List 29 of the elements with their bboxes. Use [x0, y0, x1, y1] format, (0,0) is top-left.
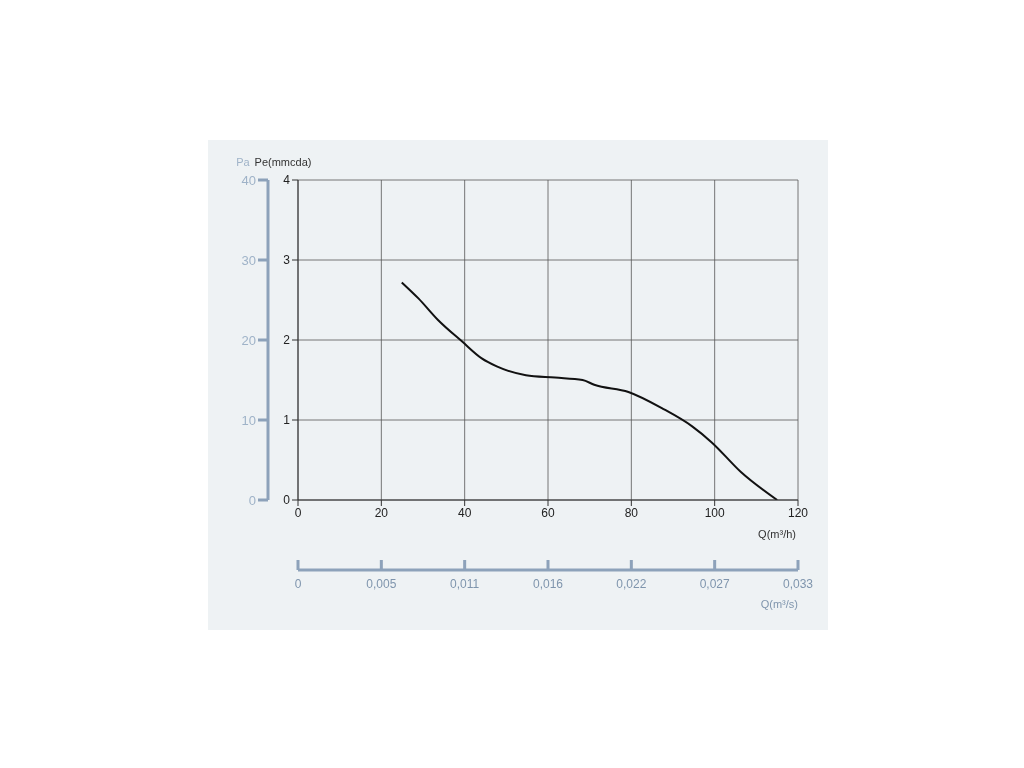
y-tick-label: 3 — [283, 253, 291, 268]
x2-tick-label: 0,005 — [366, 577, 397, 591]
x-tick-label: 60 — [541, 505, 555, 520]
x2-tick-label: 0,033 — [782, 577, 814, 591]
y2-tick-label: 40 — [241, 172, 256, 188]
x-tick-label: 0 — [294, 505, 302, 520]
x-tick-label: 100 — [704, 505, 725, 520]
y-tick-label: 0 — [283, 493, 291, 508]
x-axis-title: Q(m³/h) — [758, 528, 796, 540]
line-series — [400, 281, 779, 500]
y2-axis-title: Pa — [236, 156, 251, 168]
x-tick-label: 120 — [787, 505, 809, 520]
y2-tick-label: 30 — [241, 252, 256, 268]
y-axis-title: Pe(mmcda) — [254, 156, 312, 168]
x2-tick-label: 0 — [294, 577, 302, 591]
x2-tick-label: 0,011 — [450, 577, 480, 591]
y2-tick-label: 10 — [241, 412, 256, 428]
x-tick-label: 20 — [374, 505, 389, 520]
y2-tick-label: 20 — [241, 332, 256, 348]
y-tick-label: 1 — [283, 413, 291, 428]
y2-tick-label: 0 — [248, 492, 256, 508]
x2-tick-label: 0,027 — [699, 577, 731, 591]
y-tick-label: 2 — [283, 333, 291, 348]
y-tick-label: 4 — [283, 173, 291, 188]
x2-tick-label: 0,016 — [532, 577, 564, 591]
x2-tick-label: 0,022 — [616, 577, 647, 591]
x2-axis-title: Q(m³/s) — [760, 598, 798, 610]
x-tick-label: 80 — [624, 505, 639, 520]
x-tick-label: 40 — [457, 505, 472, 520]
